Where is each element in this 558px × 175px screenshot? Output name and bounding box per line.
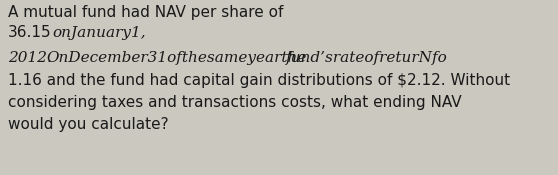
Text: 2012.: 2012.	[8, 51, 52, 65]
Text: would you calculate?: would you calculate?	[8, 117, 169, 132]
Text: considering taxes and transactions costs, what ending NAV: considering taxes and transactions costs…	[8, 95, 461, 110]
Text: 1.16 and the fund had capital gain distributions of $2.12. Without: 1.16 and the fund had capital gain distr…	[8, 73, 510, 88]
Text: A mutual fund had NAV per share of: A mutual fund had NAV per share of	[8, 5, 283, 20]
Text: OnDecember31ofthesameyearthe: OnDecember31ofthesameyearthe	[46, 51, 306, 65]
Text: 36.15: 36.15	[8, 25, 52, 40]
Text: fund’srateofreturNfo: fund’srateofreturNfo	[286, 51, 448, 65]
Text: onJanuary1,: onJanuary1,	[52, 26, 146, 40]
